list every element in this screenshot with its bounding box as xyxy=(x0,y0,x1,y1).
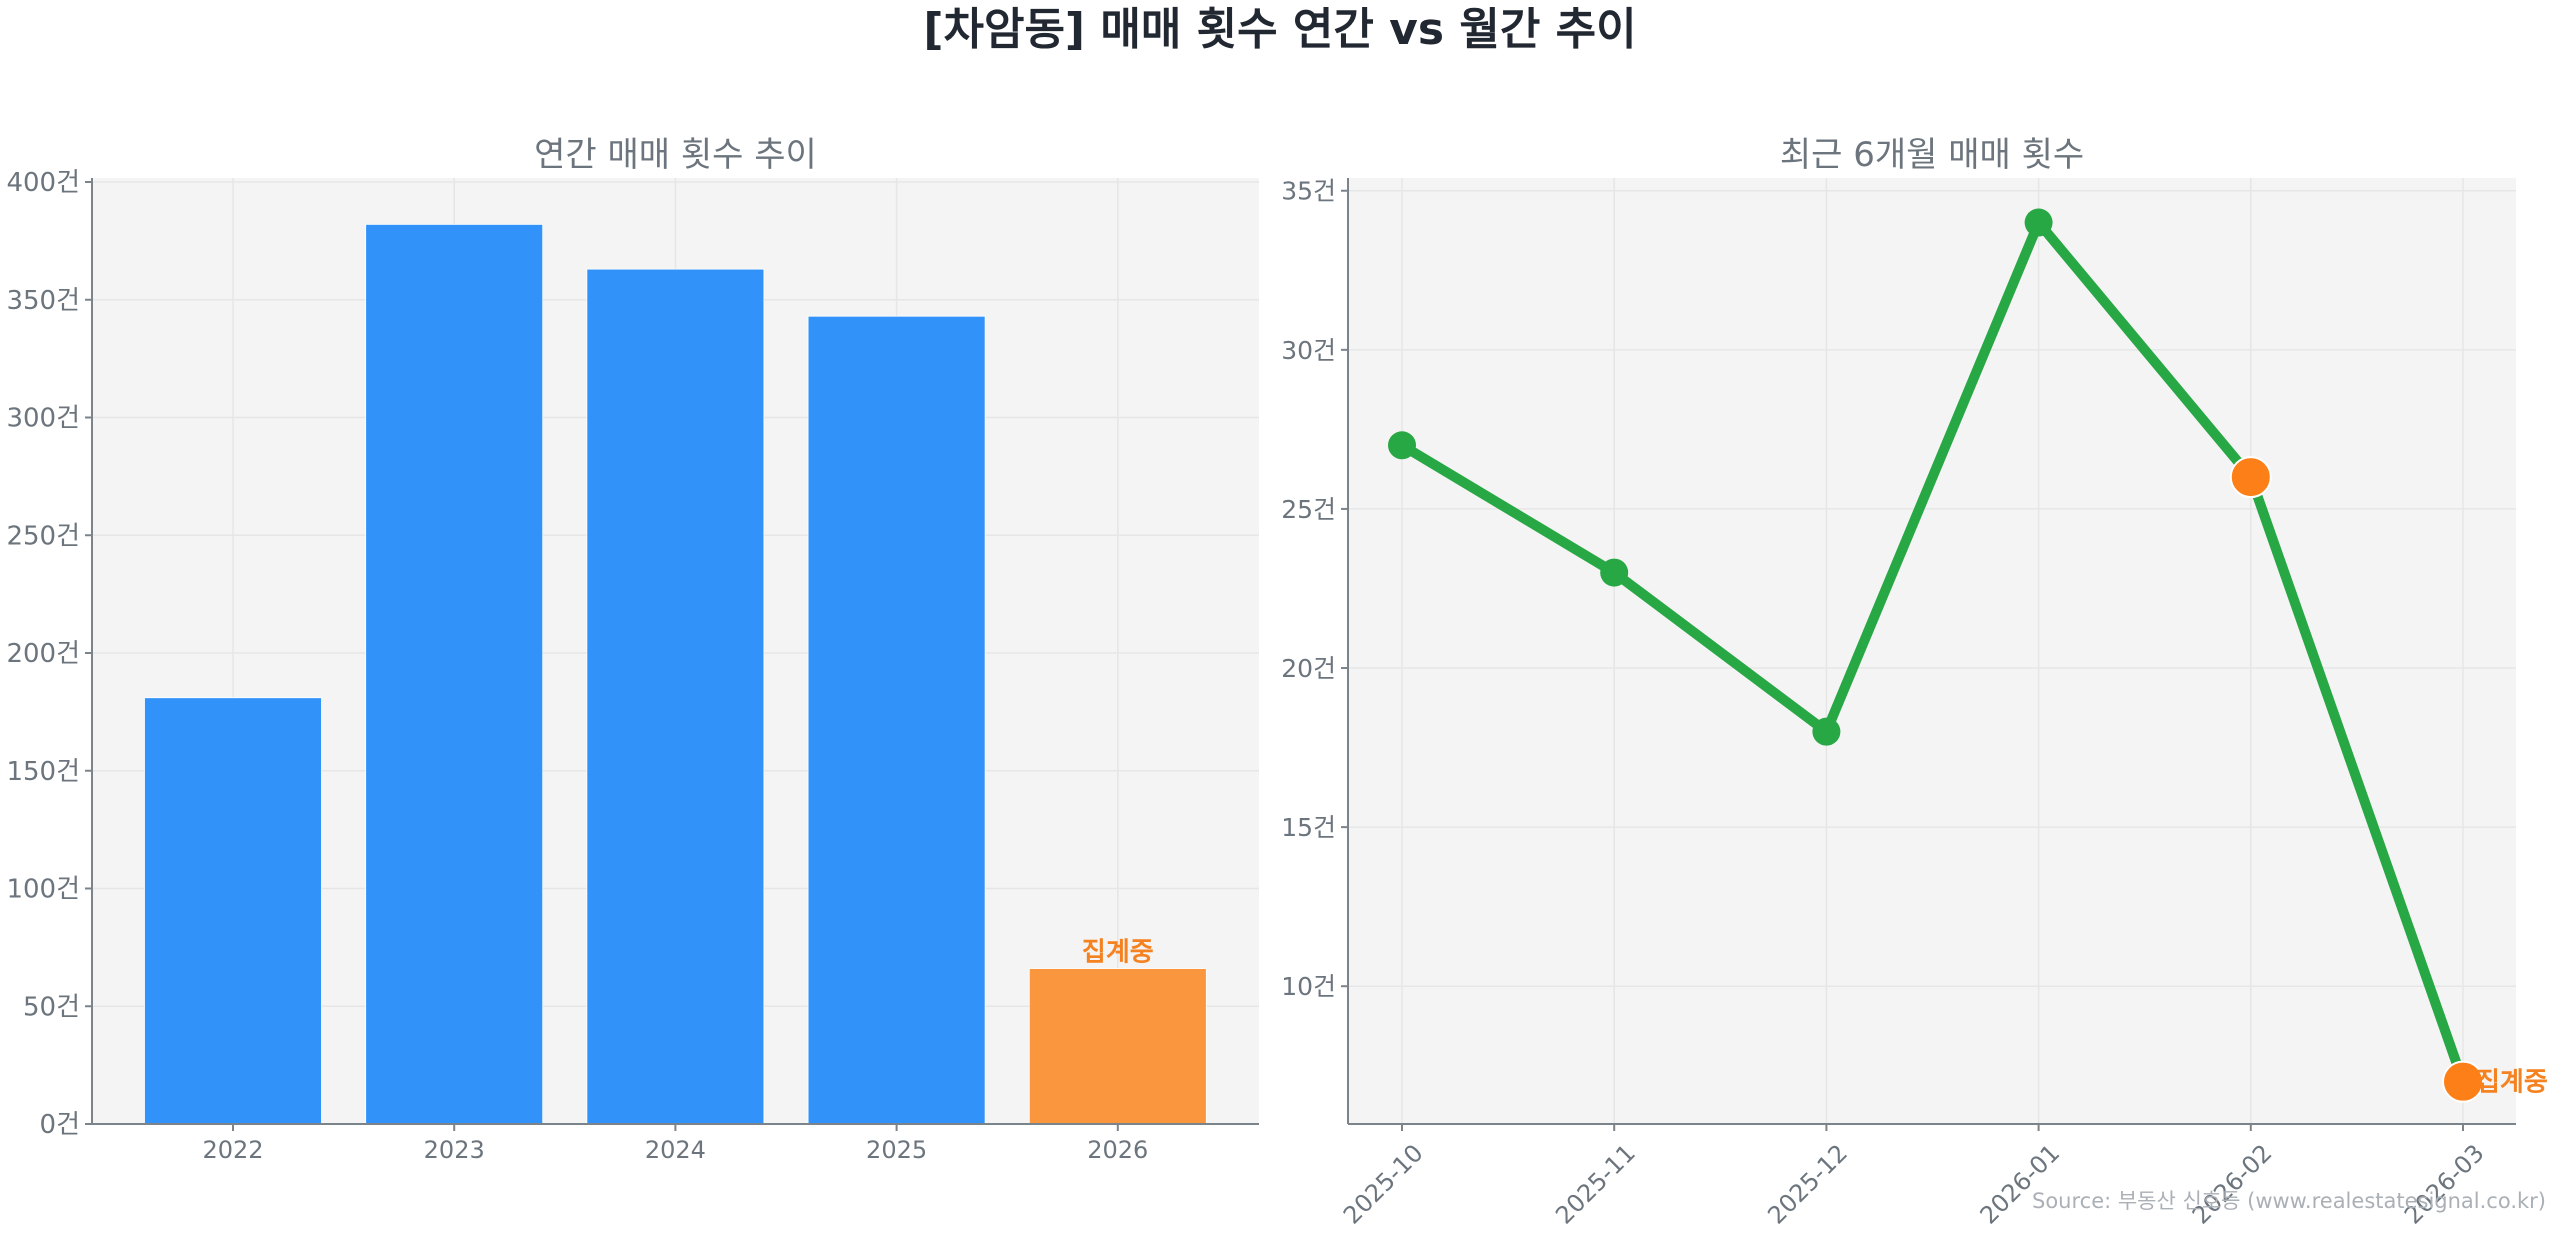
x-tick-label: 2022 xyxy=(202,1136,263,1164)
data-marker-2025-10 xyxy=(1388,431,1416,460)
partial-annotation: 집계중 xyxy=(2476,1068,2548,1098)
x-tick-label: 2023 xyxy=(424,1136,485,1164)
chart-title: 연간 매매 횟수 추이 xyxy=(534,135,817,175)
data-marker-2025-12 xyxy=(1812,717,1841,746)
source-credit: Source: 부동산 신호등 (www.realestatesignal.co… xyxy=(2031,1189,2546,1213)
y-tick-label: 20건 xyxy=(1281,654,1336,683)
y-tick-label: 30건 xyxy=(1281,336,1336,365)
x-tick-label: 2025 xyxy=(866,1136,927,1164)
trend-line xyxy=(1399,217,2468,1084)
y-tick-label: 300건 xyxy=(6,404,80,434)
plot-area xyxy=(1348,178,2516,1124)
bar-2024 xyxy=(586,268,765,1125)
figure-title: [차암동] 매매 횟수 연간 vs 월간 추이 xyxy=(923,4,1637,55)
y-tick-label: 350건 xyxy=(6,286,80,316)
y-tick-label: 250건 xyxy=(6,521,80,551)
y-tick-label: 15건 xyxy=(1281,813,1336,842)
data-marker-2026-01 xyxy=(2024,208,2053,237)
bar-2025 xyxy=(807,315,986,1125)
y-tick-label: 35건 xyxy=(1281,177,1336,206)
bar-2023 xyxy=(365,223,544,1125)
y-tick-label: 25건 xyxy=(1281,495,1336,524)
partial-annotation: 집계중 xyxy=(1082,938,1154,968)
chart-title: 최근 6개월 매매 횟수 xyxy=(1780,135,2084,175)
x-tick-label: 2024 xyxy=(645,1136,706,1164)
bar-2022 xyxy=(144,697,322,1125)
y-tick-label: 0건 xyxy=(40,1110,80,1140)
x-tick-label: 2025-10 xyxy=(1338,1139,1429,1230)
x-tick-label: 2025-12 xyxy=(1762,1139,1853,1230)
bar-partial-2026 xyxy=(1028,968,1207,1125)
y-tick-label: 10건 xyxy=(1281,972,1336,1001)
y-tick-label: 200건 xyxy=(6,639,80,669)
x-tick-label: 2025-11 xyxy=(1550,1139,1641,1230)
x-tick-label: 2026 xyxy=(1087,1136,1148,1164)
highlight-marker-2026-03 xyxy=(2442,1060,2484,1103)
y-tick-label: 150건 xyxy=(6,757,80,787)
y-tick-label: 50건 xyxy=(23,992,80,1022)
highlight-marker-2026-02 xyxy=(2229,456,2272,499)
y-tick-label: 400건 xyxy=(6,168,80,198)
data-marker-2025-11 xyxy=(1600,558,1629,587)
y-tick-label: 100건 xyxy=(6,875,80,905)
